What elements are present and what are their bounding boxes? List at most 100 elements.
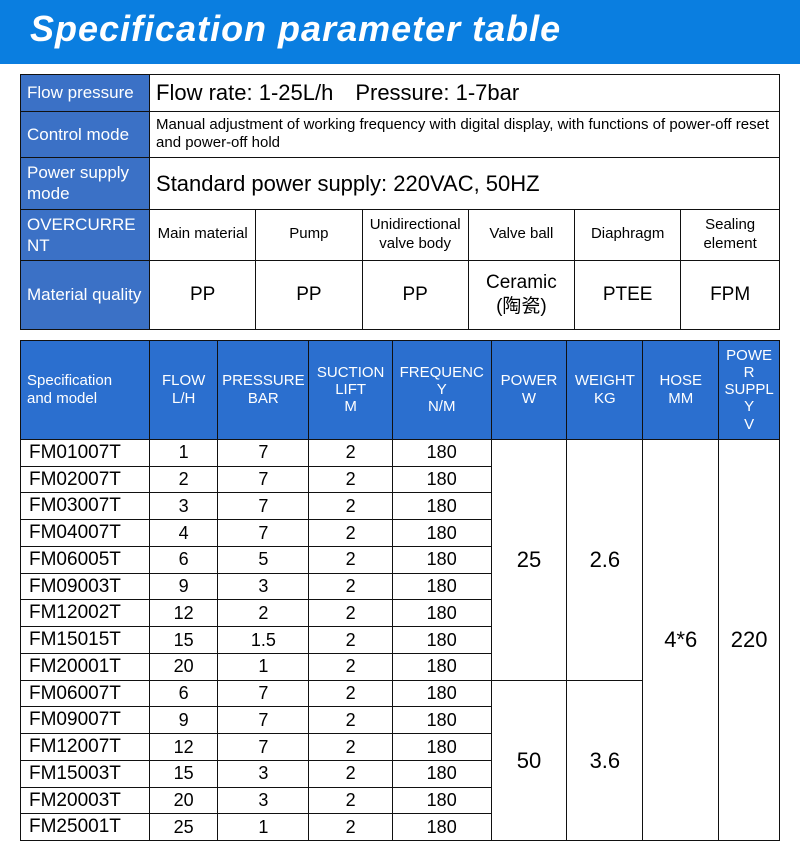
material-value: PTEE [575, 261, 681, 330]
cell-flow: 15 [150, 760, 218, 787]
cell-freq: 180 [392, 573, 491, 600]
material-value: PP [256, 261, 362, 330]
cell-flow: 9 [150, 573, 218, 600]
spec-header: WEIGHTKG [567, 340, 643, 439]
cell-flow: 3 [150, 493, 218, 520]
cell-pressure: 3 [218, 573, 309, 600]
cell-flow: 1 [150, 439, 218, 466]
info-table: Flow pressureFlow rate: 1-25L/h Pressure… [20, 74, 780, 330]
cell-model: FM06007T [21, 680, 150, 707]
cell-flow: 9 [150, 707, 218, 734]
cell-suction: 2 [309, 546, 392, 573]
cell-pressure: 7 [218, 466, 309, 493]
material-value: PP [362, 261, 468, 330]
cell-suction: 2 [309, 627, 392, 654]
spec-header: Specificationand model [21, 340, 150, 439]
info-value: Manual adjustment of working frequency w… [150, 111, 780, 158]
cell-hose: 4*6 [643, 439, 719, 840]
cell-model: FM20003T [21, 787, 150, 814]
cell-model: FM06005T [21, 546, 150, 573]
cell-pressure: 1 [218, 814, 309, 841]
cell-model: FM15015T [21, 627, 150, 654]
overcurrent-label: OVERCURRENT [21, 209, 150, 261]
cell-model: FM09007T [21, 707, 150, 734]
material-value: Ceramic (陶瓷) [468, 261, 574, 330]
overcurrent-header: Unidirectional valve body [362, 209, 468, 261]
cell-power: 50 [491, 680, 567, 841]
cell-freq: 180 [392, 787, 491, 814]
cell-model: FM09003T [21, 573, 150, 600]
material-value: PP [150, 261, 256, 330]
spec-table: Specificationand modelFLOWL/HPRESSUREBAR… [20, 340, 780, 842]
cell-weight: 3.6 [567, 680, 643, 841]
spec-header: FREQUENCYN/M [392, 340, 491, 439]
table-row: FM01007T172180252.64*6220 [21, 439, 780, 466]
info-value: Flow rate: 1-25L/h Pressure: 1-7bar [150, 75, 780, 112]
overcurrent-row: OVERCURRENTMain materialPumpUnidirection… [21, 209, 780, 261]
cell-freq: 180 [392, 760, 491, 787]
info-label: Power supply mode [21, 158, 150, 210]
cell-suction: 2 [309, 493, 392, 520]
cell-pressure: 1.5 [218, 627, 309, 654]
spec-header: POWERW [491, 340, 567, 439]
spec-header: HOSEMM [643, 340, 719, 439]
page-title: Specification parameter table [0, 0, 800, 64]
cell-pressure: 7 [218, 707, 309, 734]
overcurrent-header: Pump [256, 209, 362, 261]
cell-pressure: 1 [218, 653, 309, 680]
cell-freq: 180 [392, 546, 491, 573]
cell-flow: 6 [150, 546, 218, 573]
cell-suction: 2 [309, 707, 392, 734]
cell-pressure: 7 [218, 520, 309, 547]
info-label: Control mode [21, 111, 150, 158]
cell-power: 25 [491, 439, 567, 680]
overcurrent-header: Sealing element [681, 209, 780, 261]
cell-pressure: 3 [218, 787, 309, 814]
cell-freq: 180 [392, 520, 491, 547]
cell-pressure: 7 [218, 439, 309, 466]
cell-flow: 12 [150, 600, 218, 627]
cell-freq: 180 [392, 600, 491, 627]
spec-header-row: Specificationand modelFLOWL/HPRESSUREBAR… [21, 340, 780, 439]
cell-model: FM20001T [21, 653, 150, 680]
cell-flow: 6 [150, 680, 218, 707]
cell-model: FM15003T [21, 760, 150, 787]
spec-header: PRESSUREBAR [218, 340, 309, 439]
info-row: Control modeManual adjustment of working… [21, 111, 780, 158]
cell-suction: 2 [309, 734, 392, 761]
cell-model: FM01007T [21, 439, 150, 466]
cell-suction: 2 [309, 439, 392, 466]
cell-model: FM03007T [21, 493, 150, 520]
cell-suction: 2 [309, 680, 392, 707]
cell-flow: 2 [150, 466, 218, 493]
cell-flow: 15 [150, 627, 218, 654]
cell-pressure: 2 [218, 600, 309, 627]
cell-freq: 180 [392, 493, 491, 520]
overcurrent-header: Valve ball [468, 209, 574, 261]
cell-pressure: 5 [218, 546, 309, 573]
cell-freq: 180 [392, 814, 491, 841]
cell-freq: 180 [392, 707, 491, 734]
cell-pressure: 7 [218, 680, 309, 707]
material-value: FPM [681, 261, 780, 330]
cell-freq: 180 [392, 680, 491, 707]
cell-flow: 12 [150, 734, 218, 761]
spec-header: FLOWL/H [150, 340, 218, 439]
overcurrent-header: Main material [150, 209, 256, 261]
cell-freq: 180 [392, 734, 491, 761]
overcurrent-header: Diaphragm [575, 209, 681, 261]
cell-model: FM02007T [21, 466, 150, 493]
cell-freq: 180 [392, 653, 491, 680]
cell-flow: 20 [150, 787, 218, 814]
info-value: Standard power supply: 220VAC, 50HZ [150, 158, 780, 210]
cell-pressure: 3 [218, 760, 309, 787]
cell-suction: 2 [309, 573, 392, 600]
cell-suction: 2 [309, 520, 392, 547]
cell-model: FM25001T [21, 814, 150, 841]
info-row: Power supply modeStandard power supply: … [21, 158, 780, 210]
cell-suction: 2 [309, 600, 392, 627]
material-row: Material qualityPPPPPPCeramic (陶瓷)PTEEFP… [21, 261, 780, 330]
cell-flow: 4 [150, 520, 218, 547]
info-row: Flow pressureFlow rate: 1-25L/h Pressure… [21, 75, 780, 112]
cell-pressure: 7 [218, 493, 309, 520]
